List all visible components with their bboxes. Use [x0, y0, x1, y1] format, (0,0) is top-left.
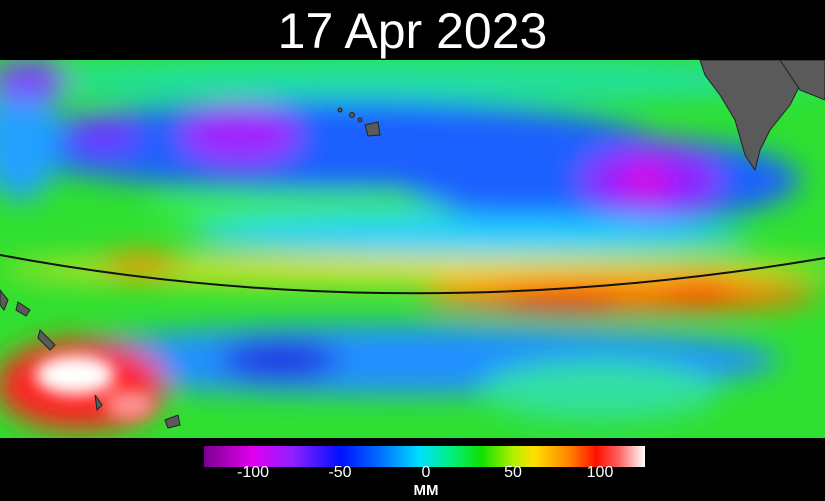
land-masses [0, 60, 825, 429]
colorbar-unit: MM [413, 482, 439, 499]
date-title: 17 Apr 2023 [277, 3, 548, 59]
colorbar-tick: 100 [586, 464, 614, 481]
colorbar-tick: 0 [421, 464, 431, 481]
colorbar-tick: -50 [328, 464, 352, 481]
colorbar-tick: 50 [504, 464, 522, 481]
colorbar-tick: -100 [236, 464, 270, 481]
sea-level-anomaly-map [0, 60, 825, 438]
colorbar [204, 446, 645, 467]
equator-line [0, 254, 825, 295]
anomaly-field [0, 60, 825, 430]
